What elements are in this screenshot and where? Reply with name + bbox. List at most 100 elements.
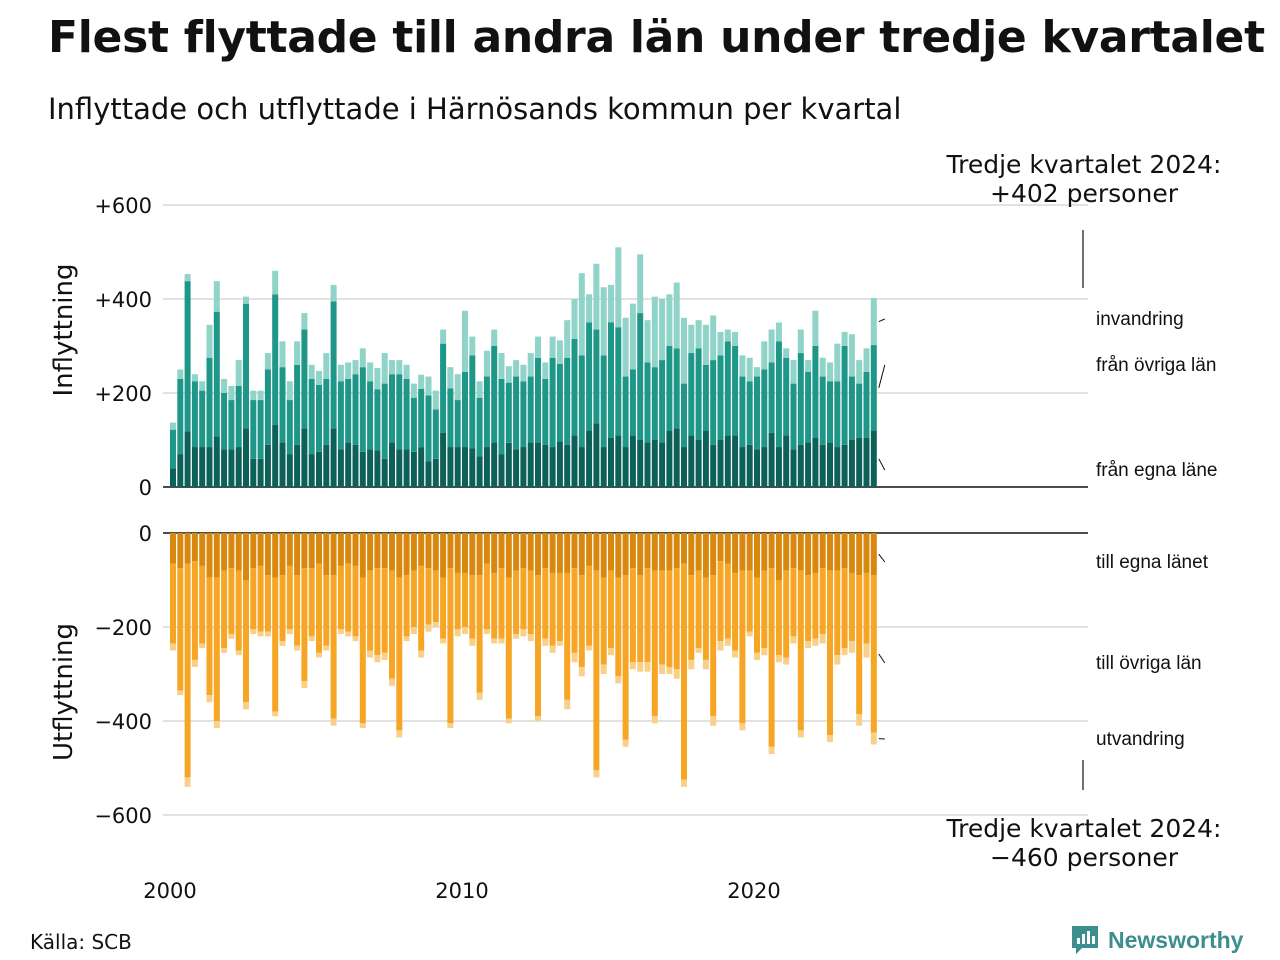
bar-out-1 [454,533,461,573]
bar-in-3 [746,357,753,382]
bar-in-3 [170,422,176,430]
bar-in-2 [549,357,556,448]
y-axis-label: Inflyttning [49,264,79,397]
bar-out-3 [184,777,191,787]
bar-in-3 [396,360,403,375]
bar-in-2 [608,322,614,438]
bar-out-2 [221,570,228,649]
bar-in-1 [629,435,636,487]
bar-out-1 [586,533,593,566]
bar-in-3 [710,315,717,361]
bar-in-3 [403,364,410,379]
bar-in-2 [432,409,439,459]
bar-in-1 [578,447,585,487]
bar-out-3 [323,645,330,651]
bar-in-3 [184,274,191,282]
bar-in-2 [586,322,593,431]
bar-out-2 [666,570,673,667]
bar-out-3 [783,657,790,665]
bar-out-3 [754,652,760,660]
bar-in-3 [505,366,512,383]
bar-out-3 [257,631,264,637]
bar-in-2 [352,374,359,445]
bar-in-2 [805,371,812,443]
bar-out-3 [432,622,439,627]
bar-out-1 [279,533,286,576]
bar-in-2 [505,382,512,443]
bar-in-3 [564,320,571,358]
bar-in-3 [695,320,702,349]
bar-out-2 [316,563,322,653]
bar-out-3 [418,650,425,658]
bar-out-1 [462,533,468,573]
bar-out-2 [797,570,804,731]
bar-in-1 [425,461,432,487]
bar-in-3 [848,334,855,377]
bar-out-3 [483,629,490,635]
bar-in-2 [717,355,724,440]
bar-in-1 [695,440,702,487]
bar-out-3 [535,716,541,721]
bar-out-1 [556,533,563,573]
logo-text: Newsworthy [1108,926,1244,953]
bar-in-2 [483,376,490,448]
bar-out-2 [352,565,359,637]
bar-out-1 [505,533,512,578]
bar-out-3 [170,643,176,651]
bar-out-1 [228,533,235,569]
bar-out-3 [797,730,804,738]
bar-in-2 [542,378,549,445]
x-tick-label: 2020 [727,879,780,903]
bar-in-1 [447,447,454,487]
bar-out-3 [235,650,242,656]
bar-out-2 [805,575,812,642]
bar-in-1 [535,442,541,487]
bar-out-3 [812,638,819,646]
bar-in-2 [834,381,841,448]
bar-out-3 [374,655,381,663]
bar-in-2 [345,378,352,443]
bar-in-3 [264,353,271,370]
bar-out-1 [754,533,760,578]
bar-in-2 [710,360,717,445]
bar-out-3 [396,730,403,738]
bar-out-2 [199,565,206,644]
bar-chart-bubble-icon [1072,926,1098,954]
bar-in-3 [732,331,739,346]
bar-out-2 [702,577,709,660]
bar-in-2 [754,376,760,450]
bar-in-3 [294,341,301,365]
bar-in-1 [812,437,819,487]
bar-out-3 [578,666,585,677]
bar-out-3 [608,648,614,656]
bar-out-2 [783,570,790,658]
bar-out-2 [374,568,381,656]
bar-in-1 [608,437,614,487]
bar-out-1 [367,533,374,571]
bar-out-2 [301,568,308,682]
bar-out-3 [695,648,702,653]
bar-out-3 [513,634,520,639]
bar-out-1 [345,533,352,564]
bar-in-3 [345,362,352,379]
bar-out-1 [841,533,848,569]
bar-in-1 [250,458,257,487]
bar-in-1 [206,447,213,487]
bar-out-3 [345,631,352,637]
bar-in-3 [367,362,374,382]
bar-in-1 [761,447,768,487]
bar-out-3 [659,664,666,674]
bar-in-3 [812,310,819,346]
bar-out-1 [600,533,607,578]
bar-out-3 [250,629,257,635]
bar-out-1 [272,533,279,578]
bar-out-1 [330,533,337,576]
bar-out-1 [651,533,658,571]
bar-out-3 [739,723,746,731]
bar-in-3 [337,364,344,382]
bar-out-2 [856,575,863,714]
bar-in-1 [834,447,841,487]
bar-in-2 [235,385,242,448]
bar-out-3 [425,624,432,632]
bar-in-2 [666,346,673,431]
